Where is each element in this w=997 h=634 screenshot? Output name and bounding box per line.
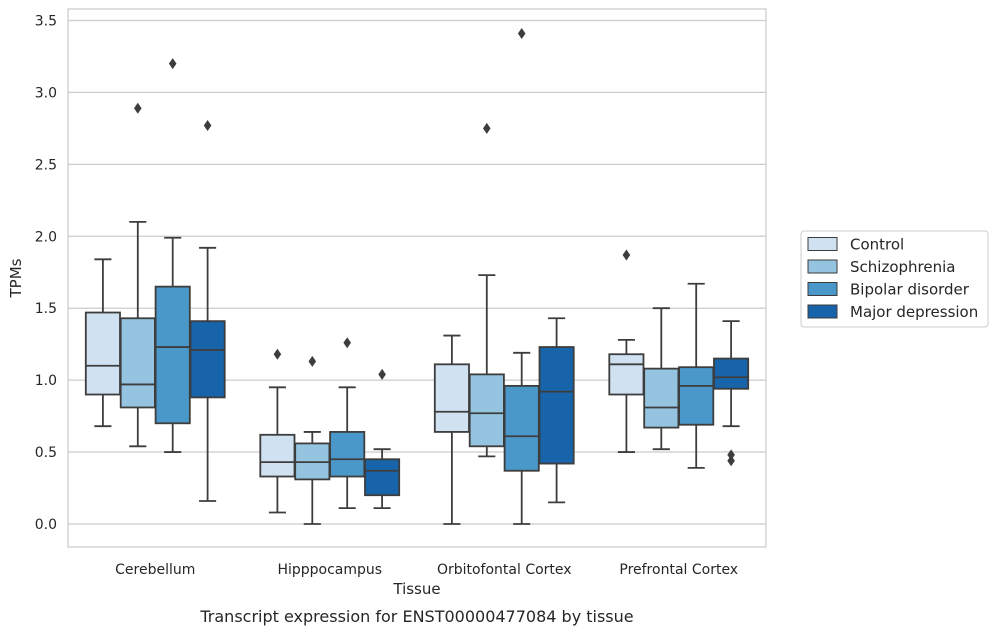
x-axis-label: Tissue [392,580,440,598]
y-tick-label: 0.0 [35,517,57,533]
legend-label: Bipolar disorder [850,281,970,299]
outlier-point [273,348,282,360]
box-iqr [433,363,470,433]
x-tick-label: Prefrontal Cortex [619,562,738,578]
outlier-point [483,122,491,134]
x-tick-label: Orbitofontal Cortex [437,562,572,578]
legend-label: Control [850,236,904,254]
legend-label: Major depression [850,303,978,321]
outlier-point [203,120,212,132]
plot-area-frame [67,8,767,548]
outlier-point [727,455,735,467]
box-plot [433,334,470,525]
box-iqr [189,320,226,399]
outlier-point [727,449,735,461]
box-plot [678,282,715,469]
box-iqr [329,431,366,478]
x-tick-label: Hipppocampus [277,562,382,578]
legend-swatch [807,282,838,296]
outlier-point [517,27,526,39]
box-plot [294,355,331,525]
box-plot [189,120,226,502]
box-iqr [538,346,575,465]
box-plot [643,307,680,451]
legend-frame [800,230,989,328]
outlier-point [308,355,317,367]
y-tick-label: 3.5 [35,14,57,30]
y-tick-label: 1.0 [35,373,57,389]
box-plot [119,102,156,448]
box-iqr [468,373,505,448]
box-plot [713,320,750,467]
box-plot [468,122,505,458]
box-iqr [154,285,191,425]
outlier-point [343,337,351,349]
figure-caption: Transcript expression for ENST0000047708… [199,607,633,626]
box-iqr [84,311,121,396]
box-iqr [713,357,750,390]
box-plot [154,58,191,453]
box-iqr [608,353,645,396]
box-plots [84,27,750,525]
box-iqr [503,384,540,472]
x-tick-label: Cerebellum [115,562,195,578]
box-plot [84,258,121,428]
y-tick-label: 2.5 [35,157,57,173]
y-tick-label: 1.5 [35,301,57,317]
outlier-point [134,102,142,114]
box-iqr [259,433,296,478]
y-tick-label: 2.0 [35,229,57,245]
y-axis-label: TPMs [7,258,25,298]
box-plot [259,348,296,514]
y-tick-label: 3.0 [35,85,57,101]
outlier-point [622,249,631,261]
box-iqr [119,317,156,409]
legend-swatch [807,237,838,251]
box-plot [503,27,540,525]
box-iqr [678,366,715,426]
legend-swatch [807,259,838,274]
box-plot [608,249,645,453]
box-iqr [643,367,680,429]
box-plot [538,317,575,504]
outlier-point [168,58,177,70]
legend-label: Schizophrenia [850,258,955,276]
y-tick-label: 0.5 [35,445,57,461]
legend-swatch [807,304,838,319]
box-iqr [364,458,401,497]
outlier-point [378,368,386,380]
y-tick-labels: 0.0 0.5 1.0 1.5 2.0 2.5 3.0 3.5 [35,14,57,533]
box-plot [364,368,401,510]
box-plot [329,337,366,510]
x-tick-labels: Cerebellum Hipppocampus Orbitofontal Corte… [115,562,738,578]
legend: Control Schizophrenia Bipolar disorder Majo… [800,230,989,328]
